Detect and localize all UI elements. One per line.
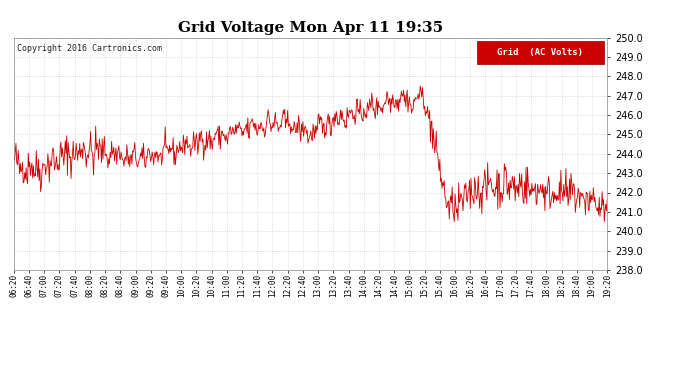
Text: Grid  (AC Volts): Grid (AC Volts): [497, 48, 584, 57]
Text: Copyright 2016 Cartronics.com: Copyright 2016 Cartronics.com: [17, 45, 161, 54]
Title: Grid Voltage Mon Apr 11 19:35: Grid Voltage Mon Apr 11 19:35: [178, 21, 443, 35]
Bar: [477, 41, 604, 64]
